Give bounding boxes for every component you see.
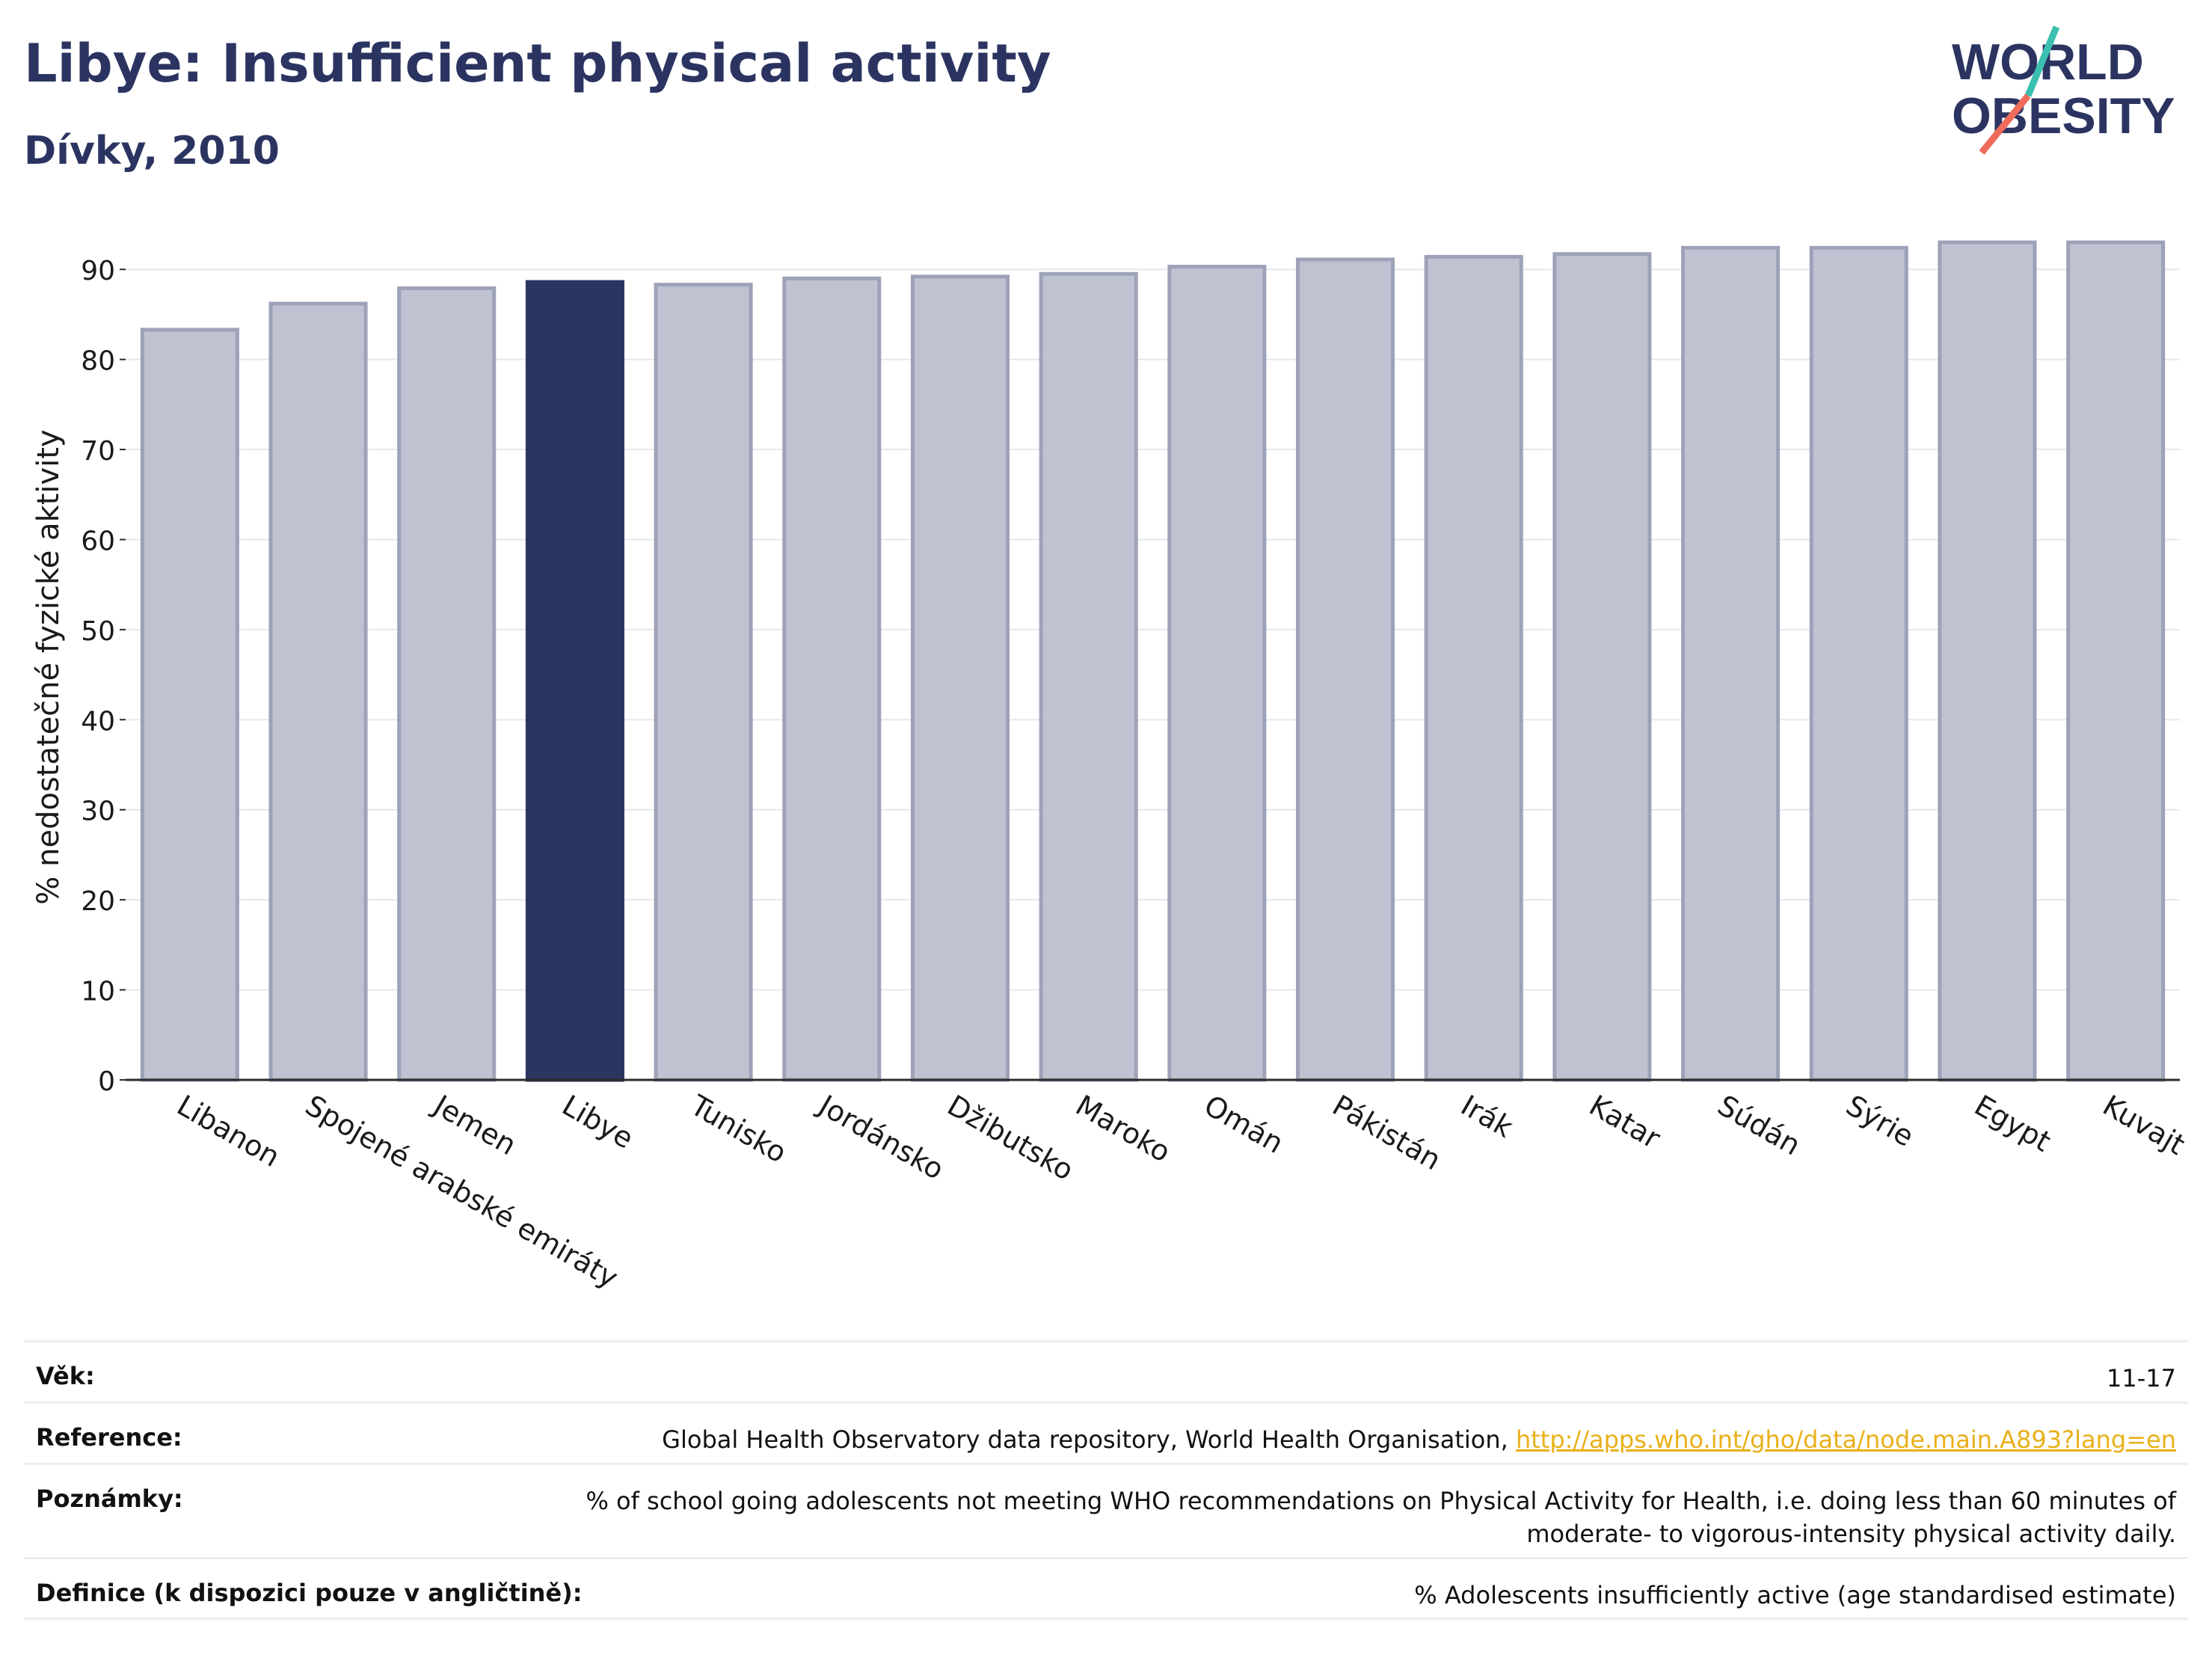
y-axis-label: % nedostatečné fyzické aktivity [31, 429, 66, 904]
x-tick-label: Jordánsko [812, 1088, 950, 1186]
x-tick-label: Kuvajt [2098, 1089, 2190, 1161]
world-obesity-logo: WORLD OBESITY [1952, 25, 2175, 155]
x-tick-label: Džibutsko [941, 1089, 1079, 1187]
x-tick-label: Pákistán [1327, 1089, 1447, 1177]
bar-9 [1296, 257, 1395, 1082]
bar-10 [1424, 254, 1523, 1082]
x-tick-label: Tunisko [684, 1088, 792, 1170]
bar-12 [1681, 245, 1781, 1082]
meta-row-definition: Definice (k dispozici pouze v angličtině… [24, 1557, 2188, 1620]
bar-2 [397, 286, 497, 1082]
y-tick-label: 40 [81, 706, 115, 737]
y-tick-label: 80 [81, 346, 115, 377]
metadata-table: Věk: 11-17 Reference: Global Health Obse… [24, 1340, 2188, 1620]
bar-8 [1167, 265, 1267, 1082]
reference-link[interactable]: http://apps.who.int/gho/data/node.main.A… [1515, 1425, 2176, 1454]
x-tick-label: Omán [1199, 1089, 1289, 1160]
y-tick-label: 10 [81, 977, 115, 1007]
x-tick-label: Jemen [427, 1088, 522, 1162]
x-tick-label: Maroko [1070, 1089, 1176, 1169]
bar-15 [2066, 240, 2166, 1082]
definition-value: % Adolescents insufficiently active (age… [1414, 1581, 2176, 1609]
y-tick-label: 0 [98, 1066, 115, 1097]
reference-label: Reference: [36, 1423, 182, 1452]
bar-7 [1039, 271, 1138, 1082]
meta-row-reference: Reference: Global Health Observatory dat… [24, 1401, 2188, 1463]
notes-label: Poznámky: [36, 1484, 183, 1513]
meta-row-notes: Poznámky: % of school going adolescents … [24, 1463, 2188, 1557]
logo-slash-teal [2024, 25, 2060, 97]
y-tick-label: 20 [81, 886, 115, 917]
meta-row-age: Věk: 11-17 [24, 1340, 2188, 1401]
x-tick-label: Libanon [171, 1089, 285, 1173]
x-tick-label: Libye [556, 1089, 639, 1155]
reference-value: Global Health Observatory data repositor… [662, 1423, 2176, 1456]
logo-slash-coral [1979, 93, 2031, 155]
bar-0 [140, 328, 239, 1082]
bar-3 [525, 280, 624, 1082]
y-axis-ticks: 0 10 20 30 40 50 60 70 80 90 [81, 256, 126, 1097]
y-tick-label: 90 [81, 256, 115, 286]
x-tick-label: Egypt [1969, 1089, 2056, 1158]
y-tick-label: 30 [81, 796, 115, 827]
y-tick-label: 70 [81, 436, 115, 467]
x-tick-label: Súdán [1712, 1089, 1807, 1162]
notes-value: % of school going adolescents not meetin… [586, 1487, 2176, 1548]
bar-1 [268, 301, 368, 1082]
bar-5 [782, 276, 882, 1082]
bar-13 [1809, 245, 1908, 1082]
age-value: 11-17 [2107, 1364, 2176, 1393]
definition-label: Definice (k dispozici pouze v angličtině… [36, 1579, 583, 1607]
x-tick-label: Sýrie [1840, 1089, 1919, 1153]
age-label: Věk: [36, 1362, 95, 1390]
bar-4 [654, 283, 753, 1082]
bar-6 [910, 274, 1010, 1082]
bars [140, 240, 2166, 1082]
page-title: Libye: Insufficient physical activity [24, 33, 1051, 94]
bar-11 [1552, 252, 1652, 1082]
logo-line2: OBESITY [1952, 87, 2175, 144]
reference-text: Global Health Observatory data repositor… [662, 1425, 1516, 1454]
y-tick-label: 50 [81, 616, 115, 647]
bar-14 [1938, 240, 2037, 1082]
page-subtitle: Dívky, 2010 [24, 129, 280, 174]
x-tick-label: Katar [1584, 1089, 1666, 1155]
y-tick-label: 60 [81, 526, 115, 556]
x-tick-label: Irák [1455, 1089, 1518, 1144]
